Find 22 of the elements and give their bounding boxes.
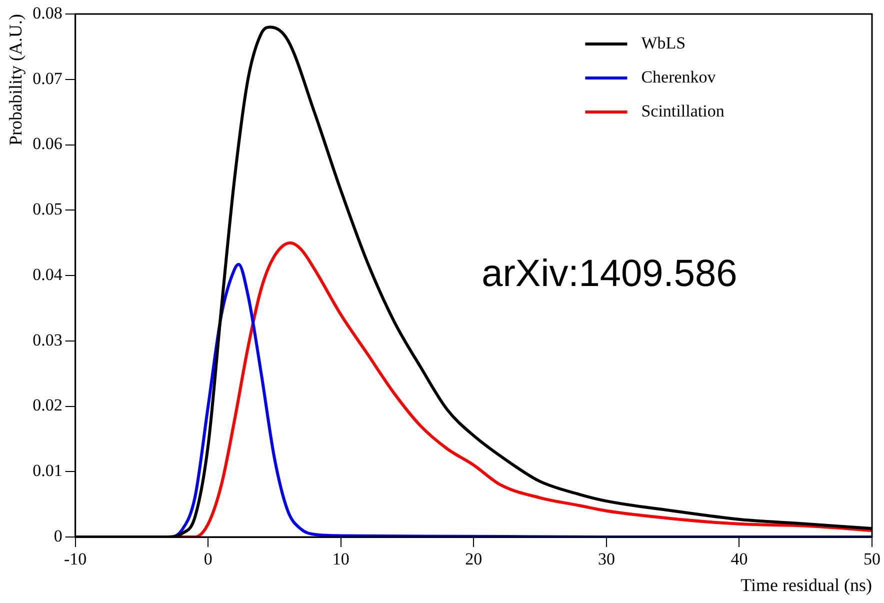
y-tick-label: 0.03 bbox=[32, 330, 62, 350]
x-tick-label: 20 bbox=[465, 550, 482, 569]
y-tick-label: 0.05 bbox=[32, 200, 62, 219]
x-axis-title: Time residual (ns) bbox=[740, 574, 872, 595]
y-tick-label: 0.08 bbox=[32, 3, 62, 22]
legend-label: Cherenkov bbox=[641, 67, 716, 86]
y-tick-label: 0.07 bbox=[32, 68, 63, 88]
y-tick-label: 0.04 bbox=[32, 264, 63, 284]
annotation: arXiv:1409.586 bbox=[482, 252, 738, 295]
x-tick-label: 40 bbox=[730, 550, 748, 569]
y-tick-label: 0.01 bbox=[32, 461, 62, 480]
legend-label: Scintillation bbox=[641, 101, 725, 120]
legend-label: WbLS bbox=[641, 33, 686, 52]
y-axis-title: Probability (A.U.) bbox=[6, 14, 26, 146]
x-tick-label: 30 bbox=[598, 550, 615, 569]
y-tick-label: 0.06 bbox=[32, 134, 62, 154]
y-tick-label: 0.02 bbox=[32, 396, 62, 415]
x-tick-label: 50 bbox=[864, 550, 880, 569]
x-tick-label: -10 bbox=[64, 550, 87, 569]
y-tick-label: 0 bbox=[54, 526, 62, 546]
x-tick-label: 0 bbox=[204, 550, 212, 569]
x-tick-label: 10 bbox=[332, 550, 350, 569]
